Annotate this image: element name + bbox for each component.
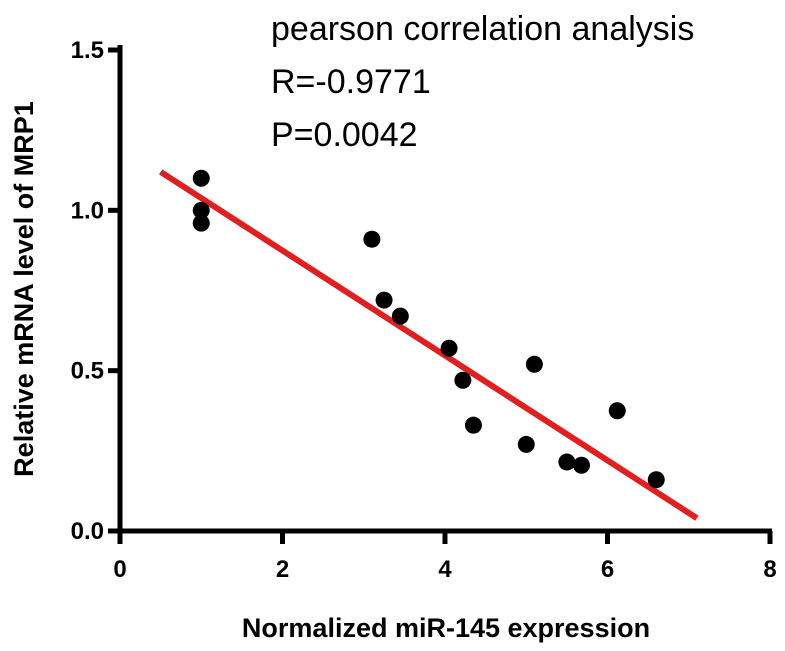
data-points <box>192 169 665 489</box>
y-tick-label: 1.0 <box>71 197 104 224</box>
x-axis-title: Normalized miR-145 expression <box>242 613 650 643</box>
annotation-p-value: P=0.0042 <box>271 116 418 154</box>
y-tick-label: 0.5 <box>71 358 104 385</box>
x-tick-label: 2 <box>276 556 289 583</box>
data-point <box>440 339 458 357</box>
data-point <box>464 416 482 434</box>
y-axis-title: Relative mRNA level of MRP1 <box>9 101 39 477</box>
data-point <box>454 371 472 389</box>
data-point <box>192 214 210 232</box>
data-point <box>363 230 381 248</box>
data-point <box>558 453 576 471</box>
x-tick-label: 8 <box>763 556 776 583</box>
data-point <box>192 169 210 187</box>
x-tick-label: 0 <box>113 556 126 583</box>
x-ticks: 0 2 4 6 8 <box>113 531 777 583</box>
annotations: pearson correlation analysis R=-0.9771 P… <box>271 10 694 154</box>
regression-line-group <box>158 169 699 521</box>
x-tick-label: 4 <box>438 556 452 583</box>
data-point <box>375 291 393 309</box>
y-tick-label: 0.0 <box>71 518 104 545</box>
data-point <box>647 471 665 489</box>
data-point <box>608 402 626 420</box>
annotation-r-value: R=-0.9771 <box>271 63 431 101</box>
y-ticks: 0.0 0.5 1.0 1.5 <box>71 37 120 545</box>
x-tick-label: 6 <box>601 556 614 583</box>
annotation-title: pearson correlation analysis <box>271 10 694 48</box>
data-point <box>525 355 543 373</box>
y-tick-label: 1.5 <box>71 37 104 64</box>
data-point <box>192 201 210 219</box>
data-point <box>517 435 535 453</box>
regression-line <box>158 169 699 521</box>
data-point <box>573 456 590 474</box>
data-point <box>391 307 409 325</box>
axes <box>117 45 772 534</box>
